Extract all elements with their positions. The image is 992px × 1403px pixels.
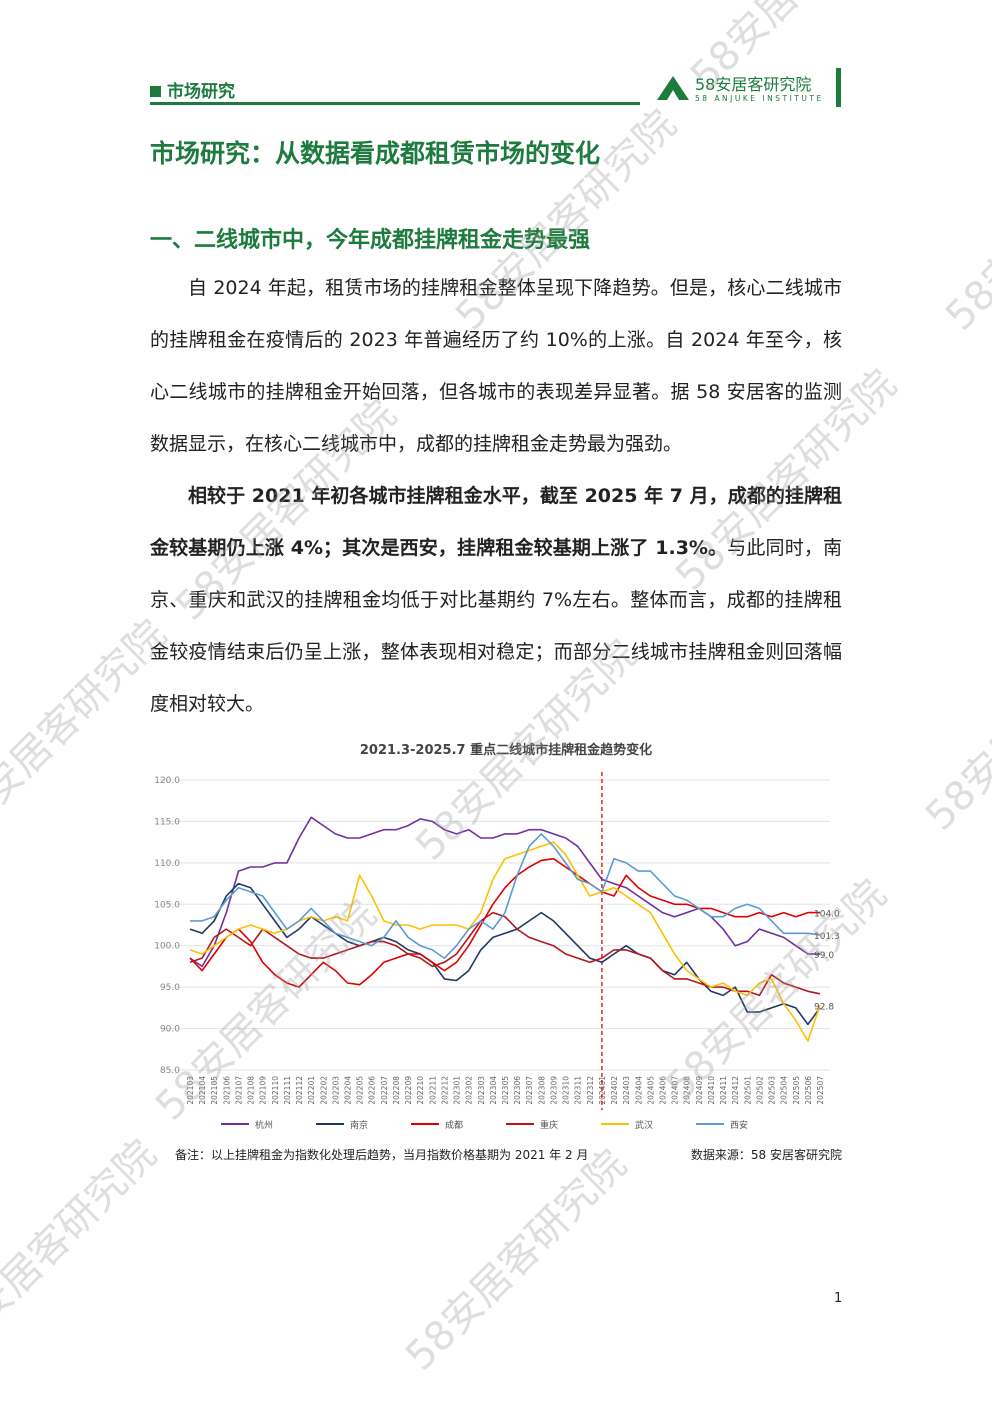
x-tick-label: 202507 bbox=[816, 1076, 825, 1105]
x-tick-label: 202405 bbox=[646, 1076, 655, 1105]
x-tick-label: 202209 bbox=[404, 1076, 413, 1105]
text: 与此同时，南京、重庆和武汉的挂牌租金均低于对比基期约 7%左右。整体而言，成都的… bbox=[150, 537, 842, 715]
x-tick-label: 202506 bbox=[804, 1076, 813, 1105]
paragraph: 相较于 2021 年初各城市挂牌租金水平，截至 2025 年 7 月，成都的挂牌… bbox=[150, 470, 842, 730]
x-tick-label: 202505 bbox=[792, 1076, 801, 1105]
x-tick-label: 202208 bbox=[392, 1076, 401, 1105]
data-label: 92.8 bbox=[814, 1002, 834, 1012]
x-tick-label: 202307 bbox=[525, 1076, 534, 1105]
x-tick-label: 202308 bbox=[537, 1076, 546, 1105]
header-bar bbox=[836, 68, 841, 107]
watermark: 58安居客研究院 bbox=[937, 101, 992, 340]
chart-title: 2021.3-2025.7 重点二线城市挂牌租金趋势变化 bbox=[360, 742, 652, 758]
x-tick-label: 202403 bbox=[622, 1076, 631, 1105]
x-tick-label: 202211 bbox=[428, 1076, 437, 1105]
x-tick-label: 202305 bbox=[501, 1076, 510, 1105]
x-tick-label: 202108 bbox=[247, 1076, 256, 1105]
x-tick-label: 202202 bbox=[319, 1076, 328, 1105]
y-tick-label: 110.0 bbox=[154, 859, 180, 869]
y-tick-label: 115.0 bbox=[154, 817, 180, 827]
bold-text: 相较于 2021 年初各城市挂牌租金水平，截至 2025 年 7 月，成都的挂牌… bbox=[150, 485, 842, 559]
x-tick-label: 202205 bbox=[356, 1076, 365, 1105]
x-tick-label: 202204 bbox=[344, 1076, 353, 1105]
x-tick-label: 202411 bbox=[719, 1076, 728, 1105]
x-tick-label: 202303 bbox=[477, 1076, 486, 1105]
y-tick-label: 95.0 bbox=[160, 983, 180, 993]
legend-label: 杭州 bbox=[255, 1119, 273, 1131]
x-tick-label: 202112 bbox=[295, 1076, 304, 1105]
x-tick-label: 202504 bbox=[780, 1076, 789, 1105]
legend-label: 重庆 bbox=[540, 1119, 558, 1131]
x-tick-label: 202210 bbox=[416, 1076, 425, 1105]
data-label: 99.0 bbox=[814, 951, 834, 961]
chart-source: 数据来源：58 安居客研究院 bbox=[691, 1147, 842, 1162]
x-tick-label: 202103 bbox=[186, 1076, 195, 1105]
page-number: 1 bbox=[834, 1291, 843, 1306]
x-tick-label: 202106 bbox=[222, 1076, 231, 1105]
legend-label: 西安 bbox=[730, 1119, 748, 1131]
legend-label: 武汉 bbox=[635, 1119, 653, 1131]
x-tick-label: 202311 bbox=[574, 1076, 583, 1105]
x-tick-label: 202309 bbox=[549, 1076, 558, 1105]
legend-label: 南京 bbox=[350, 1119, 368, 1131]
y-tick-label: 120.0 bbox=[154, 776, 180, 786]
x-tick-label: 202212 bbox=[440, 1076, 449, 1105]
x-tick-label: 202502 bbox=[755, 1076, 764, 1105]
logo-en: 58 ANJUKE INSTITUTE bbox=[695, 94, 824, 103]
series-line bbox=[190, 833, 821, 959]
chart: 2021.3-2025.7 重点二线城市挂牌租金趋势变化 备注：以上挂牌租金为指… bbox=[154, 742, 842, 1162]
x-tick-label: 202404 bbox=[634, 1076, 643, 1105]
section-label: 市场研究 bbox=[150, 77, 235, 102]
y-tick-label: 105.0 bbox=[154, 900, 180, 910]
logo-icon bbox=[657, 76, 689, 100]
x-tick-label: 202107 bbox=[234, 1076, 243, 1105]
x-tick-label: 202110 bbox=[271, 1076, 280, 1105]
x-tick-label: 202109 bbox=[259, 1076, 268, 1105]
paragraph: 自 2024 年起，租赁市场的挂牌租金整体呈现下降趋势。但是，核心二线城市的挂牌… bbox=[150, 262, 842, 470]
series-line bbox=[189, 911, 821, 997]
x-tick-label: 202302 bbox=[465, 1076, 474, 1105]
data-label: 101.3 bbox=[814, 932, 840, 942]
x-tick-label: 202312 bbox=[586, 1076, 595, 1105]
x-tick-label: 202503 bbox=[768, 1076, 777, 1105]
series-line bbox=[189, 857, 820, 988]
chart-note: 备注：以上挂牌租金为指数化处理后趋势，当月指数价格基期为 2021 年 2 月 bbox=[175, 1147, 588, 1162]
x-tick-label: 202301 bbox=[453, 1076, 462, 1105]
x-tick-label: 202407 bbox=[671, 1076, 680, 1105]
x-tick-label: 202104 bbox=[198, 1076, 207, 1105]
x-tick-label: 202410 bbox=[707, 1076, 716, 1105]
x-tick-label: 202409 bbox=[695, 1076, 704, 1105]
x-tick-label: 202207 bbox=[380, 1076, 389, 1105]
logo: 58安居客研究院 58 ANJUKE INSTITUTE bbox=[657, 75, 824, 103]
x-tick-label: 202201 bbox=[307, 1076, 316, 1105]
page-title: 市场研究：从数据看成都租赁市场的变化 bbox=[150, 139, 601, 168]
y-tick-label: 85.0 bbox=[160, 1066, 180, 1076]
x-tick-label: 202408 bbox=[683, 1076, 692, 1105]
x-tick-label: 202501 bbox=[743, 1076, 752, 1105]
x-tick-label: 202111 bbox=[283, 1076, 292, 1105]
data-label: 104.0 bbox=[814, 910, 840, 920]
x-tick-label: 202203 bbox=[331, 1076, 340, 1105]
series-line bbox=[189, 816, 820, 968]
header-rule bbox=[150, 102, 640, 105]
logo-cn: 58安居客研究院 bbox=[695, 75, 811, 94]
series-line bbox=[189, 882, 821, 1026]
x-tick-label: 202306 bbox=[513, 1076, 522, 1105]
section-heading: 一、二线城市中，今年成都挂牌租金走势最强 bbox=[150, 228, 591, 253]
text: 自 2024 年起，租赁市场的挂牌租金整体呈现下降趋势。但是，核心二线城市的挂牌… bbox=[150, 277, 842, 455]
x-tick-label: 202402 bbox=[610, 1076, 619, 1105]
y-tick-label: 100.0 bbox=[154, 942, 180, 952]
x-tick-label: 202206 bbox=[368, 1076, 377, 1105]
x-tick-label: 202105 bbox=[210, 1076, 219, 1105]
legend-label: 成都 bbox=[445, 1119, 463, 1131]
x-tick-label: 202412 bbox=[731, 1076, 740, 1105]
x-tick-label: 202304 bbox=[489, 1076, 498, 1105]
x-tick-label: 202310 bbox=[562, 1076, 571, 1105]
y-tick-label: 90.0 bbox=[160, 1025, 180, 1035]
x-tick-label: 202406 bbox=[659, 1076, 668, 1105]
series-line bbox=[189, 841, 821, 1042]
